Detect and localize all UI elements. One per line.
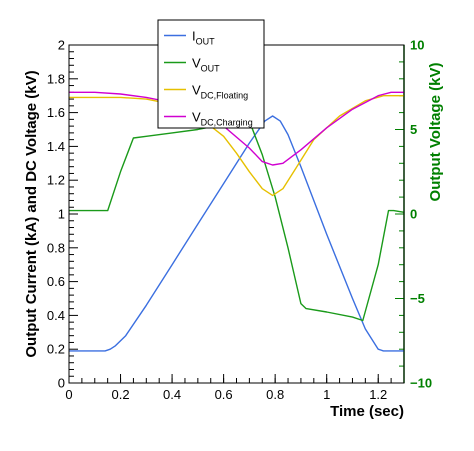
left-tick-label: 0.6 [47,274,65,289]
legend-label-main: V [192,83,201,98]
left-y-axis-title: Output Current (kA) and DC Voltage (kV) [23,70,40,357]
x-tick-label: 1 [323,387,330,402]
x-tick-label: 0.6 [215,387,233,402]
legend-label-subscript: OUT [201,64,221,74]
right-tick-label: 10 [410,38,424,53]
left-tick-label: 2 [58,38,65,53]
x-tick-label: 1.2 [369,387,387,402]
legend-label-main: V [192,110,201,125]
left-y-axis: 0 0.2 0.4 0.6 0.8 1 1.2 1.4 1.6 1.8 2 [47,38,78,391]
series-line-3 [69,91,404,166]
legend-label-2: VDC,Floating [192,83,248,101]
series-line-1 [69,120,405,322]
x-axis-title: Time (sec) [330,403,404,420]
x-tick-label: 0.4 [163,387,181,402]
legend-label-main: V [192,56,201,71]
legend-label-main: I [192,29,196,44]
right-tick-label: 5 [410,122,417,137]
series-layer [69,91,405,352]
x-axis: 0 0.2 0.4 0.6 0.8 1 1.2 [65,374,405,402]
legend-box [157,19,265,129]
x-tick-label: 0.2 [111,387,129,402]
left-tick-label: 1.4 [47,139,65,154]
left-tick-label: 0.4 [47,308,65,323]
legend-label-subscript: DC,Charging [201,118,253,128]
left-tick-label: 1.2 [47,173,65,188]
left-tick-label: 0 [58,376,65,391]
left-tick-label: 0.8 [47,240,65,255]
series-line-2 [69,95,404,197]
right-y-axis-title: Output Voltage (kV) [427,63,444,202]
left-tick-label: 0.2 [47,342,65,357]
legend-label-0: IOUT [192,29,215,47]
right-tick-label: −10 [410,376,432,391]
legend-label-3: VDC,Charging [192,110,253,128]
series-line-0 [69,115,404,352]
left-tick-label: 1.6 [47,105,65,120]
legend-label-subscript: DC,Floating [201,91,249,101]
x-tick-label: 0.8 [266,387,284,402]
right-tick-label: 0 [410,207,417,222]
legend-label-1: VOUT [192,56,220,74]
right-tick-label: −5 [410,291,425,306]
left-tick-label: 1 [58,207,65,222]
legend-label-subscript: OUT [196,37,216,47]
left-tick-label: 1.8 [47,71,65,86]
x-tick-label: 0 [65,387,72,402]
